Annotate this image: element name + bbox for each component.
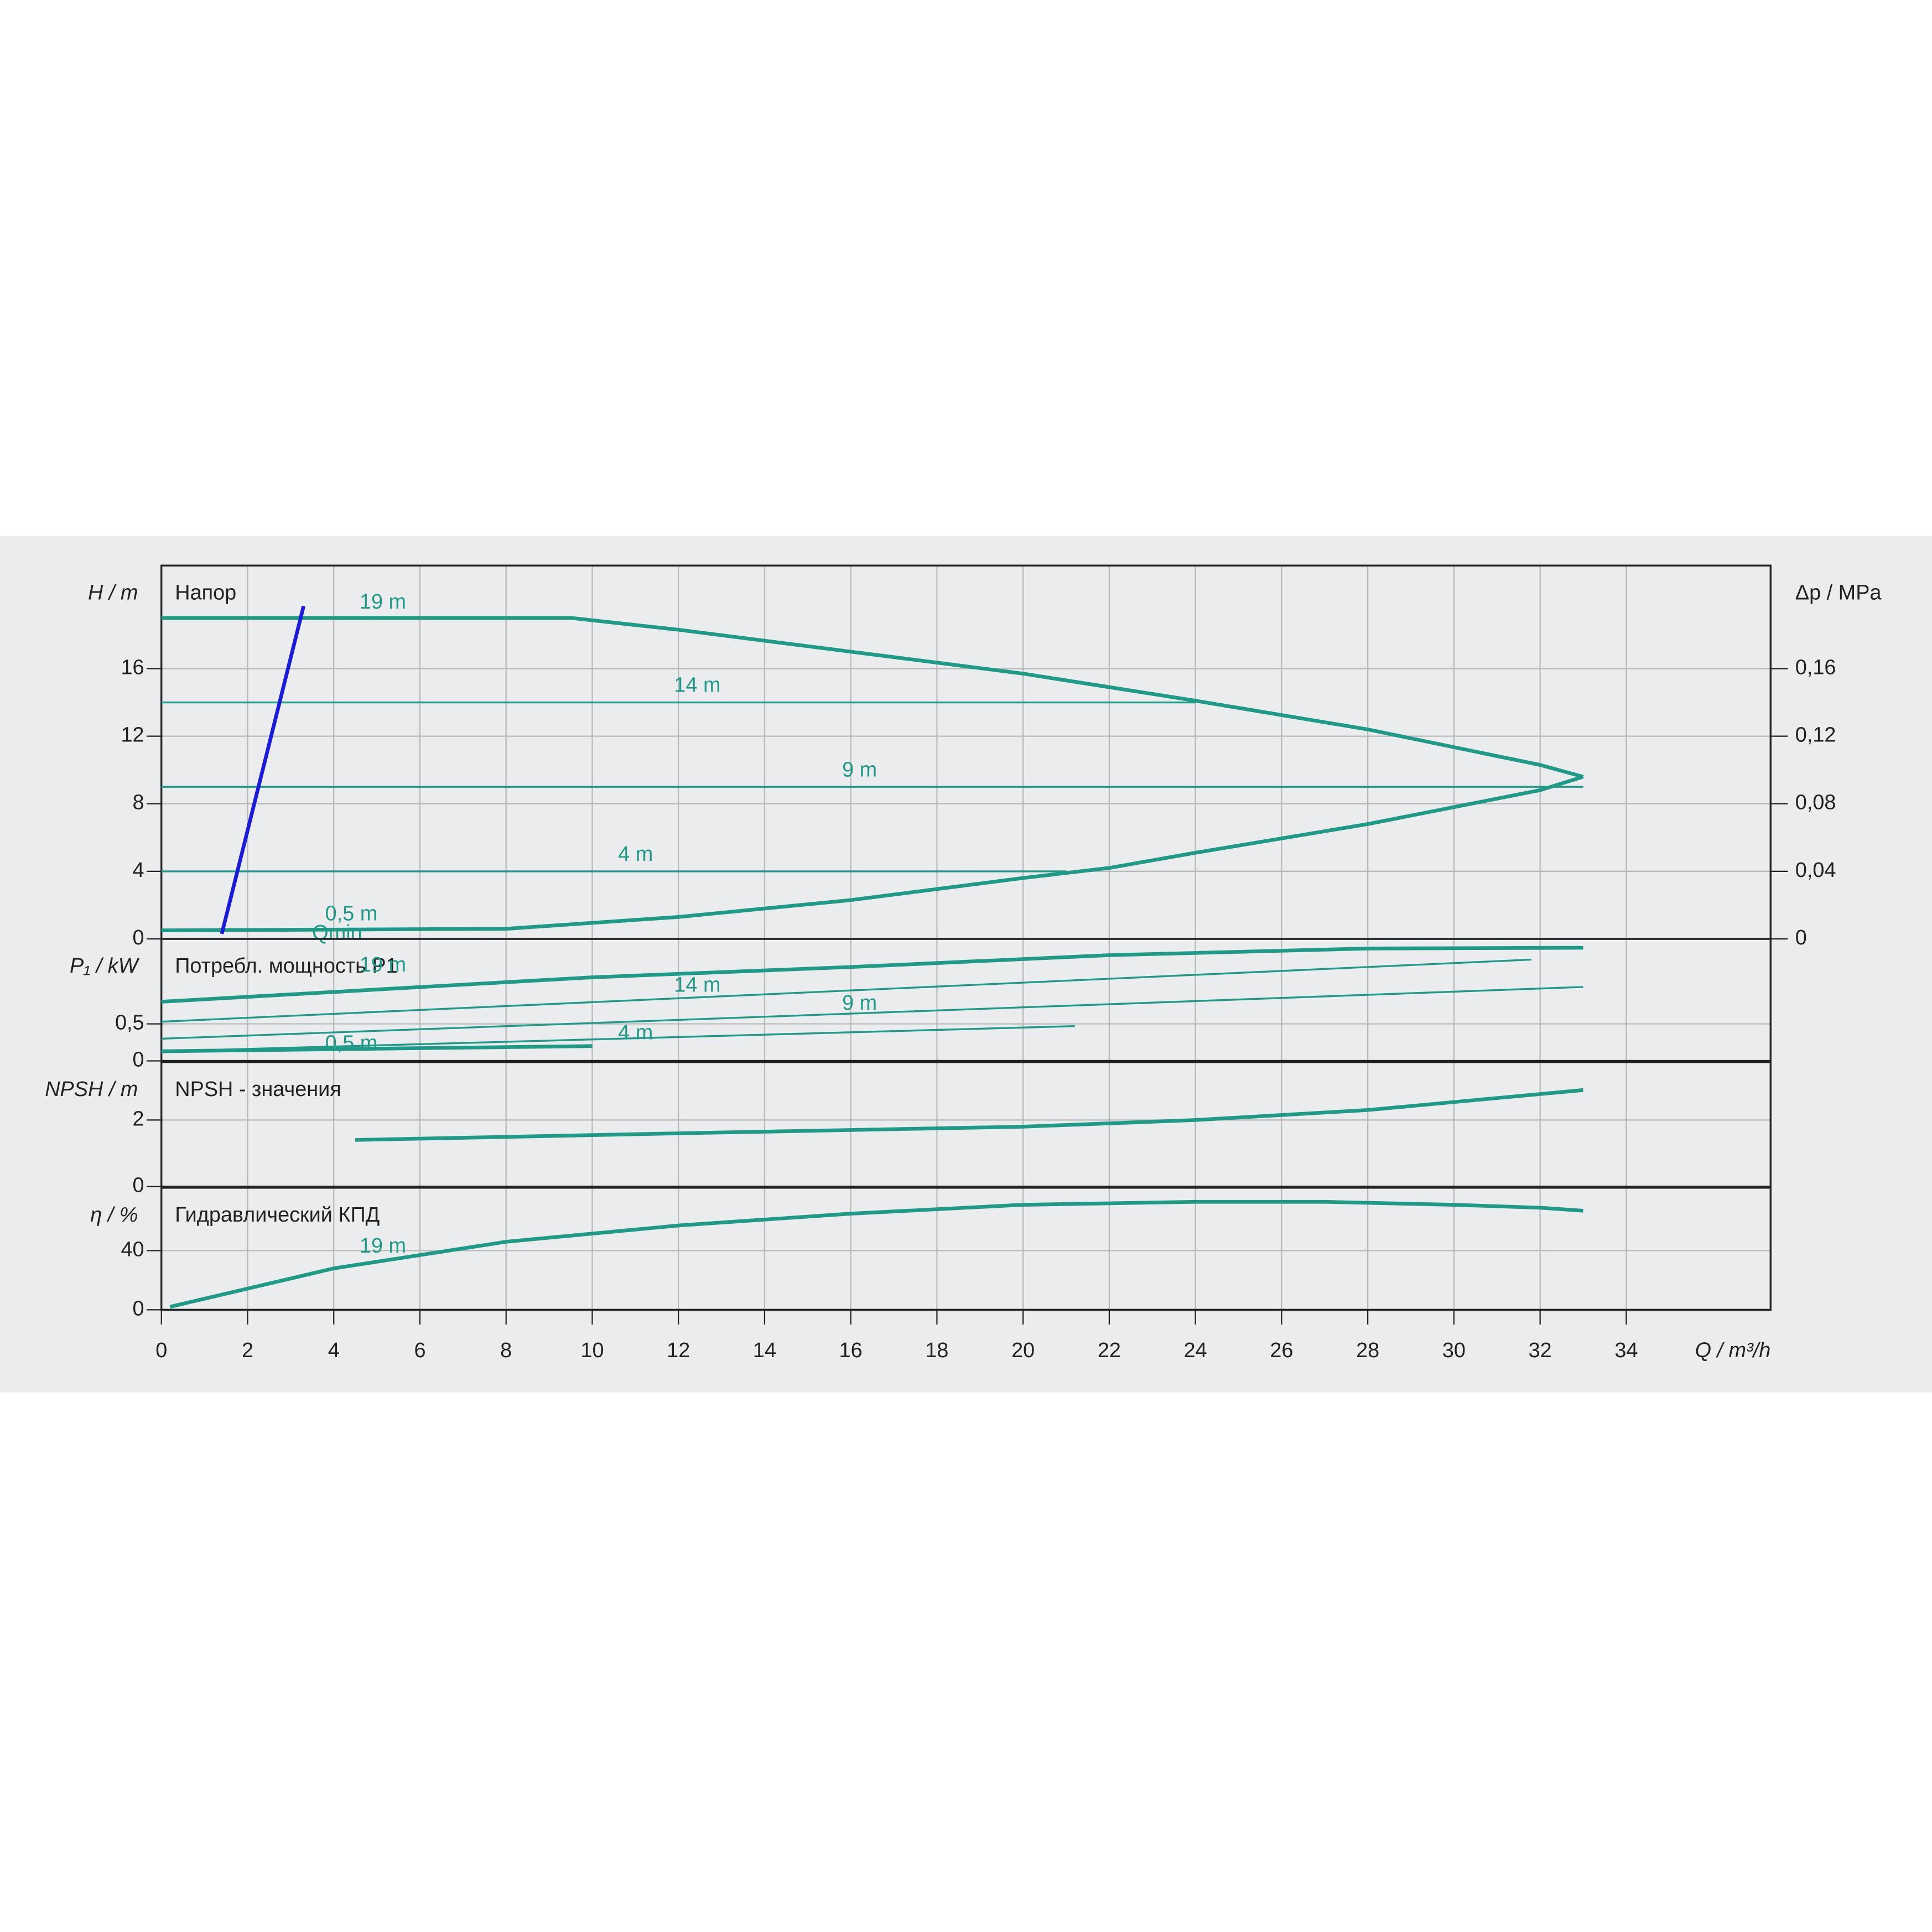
x-tick-label: 18 bbox=[925, 1339, 948, 1362]
y-tick-label: 2 bbox=[133, 1107, 144, 1130]
panel-title: Напор bbox=[175, 581, 236, 604]
y-axis-label: H / m bbox=[88, 581, 138, 604]
x-tick-label: 32 bbox=[1529, 1339, 1552, 1362]
line-series bbox=[220, 605, 305, 934]
x-tick-label: 0 bbox=[155, 1339, 167, 1362]
x-tick-label: 34 bbox=[1614, 1339, 1638, 1362]
line-series bbox=[169, 1199, 1583, 1309]
x-tick-label: 30 bbox=[1442, 1339, 1466, 1362]
y2-tick-label: 0,12 bbox=[1795, 724, 1836, 747]
series-label: 0,5 m bbox=[325, 1032, 378, 1055]
y2-tick-label: 0,16 bbox=[1795, 656, 1836, 679]
x-tick-label: 22 bbox=[1098, 1339, 1121, 1362]
y-tick-label: 0 bbox=[133, 926, 144, 949]
y-tick-label: 8 bbox=[133, 791, 144, 814]
x-tick-label: 28 bbox=[1356, 1339, 1379, 1362]
panel-title: Потребл. мощность P1 bbox=[175, 954, 397, 978]
line-series bbox=[161, 986, 1583, 1040]
line-series bbox=[161, 1044, 593, 1053]
series-label: 0,5 m bbox=[325, 902, 378, 926]
x-tick-label: 20 bbox=[1011, 1339, 1035, 1362]
panel-title: NPSH - значения bbox=[175, 1078, 341, 1101]
background bbox=[0, 536, 1932, 1393]
series-label: 14 m bbox=[674, 973, 720, 996]
line-series bbox=[161, 1025, 1075, 1052]
x-tick-label: 16 bbox=[839, 1339, 863, 1362]
y-tick-label: 12 bbox=[121, 724, 144, 747]
x-tick-label: 14 bbox=[753, 1339, 776, 1362]
series-label: 19 m bbox=[360, 1234, 406, 1258]
line-series bbox=[355, 1088, 1583, 1142]
panel-frame bbox=[160, 1061, 1772, 1188]
y2-tick-label: 0,04 bbox=[1795, 859, 1836, 882]
y-tick-label: 4 bbox=[133, 859, 144, 882]
series-label: 19 m bbox=[360, 590, 406, 614]
series-label: 19 m bbox=[360, 953, 406, 977]
y-tick-label: 0 bbox=[133, 1174, 144, 1197]
y-tick-label: 16 bbox=[121, 656, 144, 679]
x-tick-label: 24 bbox=[1184, 1339, 1207, 1362]
series-label: Qmin bbox=[312, 921, 362, 944]
x-tick-label: 10 bbox=[580, 1339, 604, 1362]
panel-title: Гидравлический КПД bbox=[175, 1203, 380, 1227]
line-series bbox=[161, 775, 1584, 932]
line-series bbox=[161, 958, 1532, 1023]
x-tick-label: 6 bbox=[414, 1339, 425, 1362]
series-label: 9 m bbox=[842, 991, 877, 1015]
x-axis-label: Q / m³/h bbox=[1695, 1339, 1771, 1362]
line-series bbox=[161, 616, 1584, 779]
y-axis-label: P₁ / kW bbox=[70, 954, 140, 978]
y-axis-label: NPSH / m bbox=[45, 1078, 138, 1101]
y-tick-label: 0,5 bbox=[115, 1011, 144, 1035]
y2-tick-label: 0 bbox=[1795, 926, 1807, 949]
panel-frame bbox=[160, 1187, 1772, 1311]
y-tick-label: 0 bbox=[133, 1297, 144, 1320]
y2-axis-label: Δp / MPa bbox=[1795, 581, 1882, 604]
x-tick-label: 12 bbox=[667, 1339, 690, 1362]
y-tick-label: 40 bbox=[121, 1238, 144, 1261]
series-label: 4 m bbox=[618, 843, 653, 866]
x-tick-label: 26 bbox=[1270, 1339, 1293, 1362]
x-tick-label: 2 bbox=[242, 1339, 253, 1362]
line-series bbox=[161, 946, 1583, 1004]
y-tick-label: 0 bbox=[133, 1048, 144, 1071]
series-label: 14 m bbox=[674, 674, 720, 697]
series-label: 9 m bbox=[842, 758, 877, 781]
y2-tick-label: 0,08 bbox=[1795, 791, 1836, 814]
y-axis-label: η / % bbox=[90, 1203, 138, 1227]
x-tick-label: 4 bbox=[328, 1339, 340, 1362]
x-tick-label: 8 bbox=[500, 1339, 512, 1362]
series-label: 4 m bbox=[618, 1021, 653, 1044]
